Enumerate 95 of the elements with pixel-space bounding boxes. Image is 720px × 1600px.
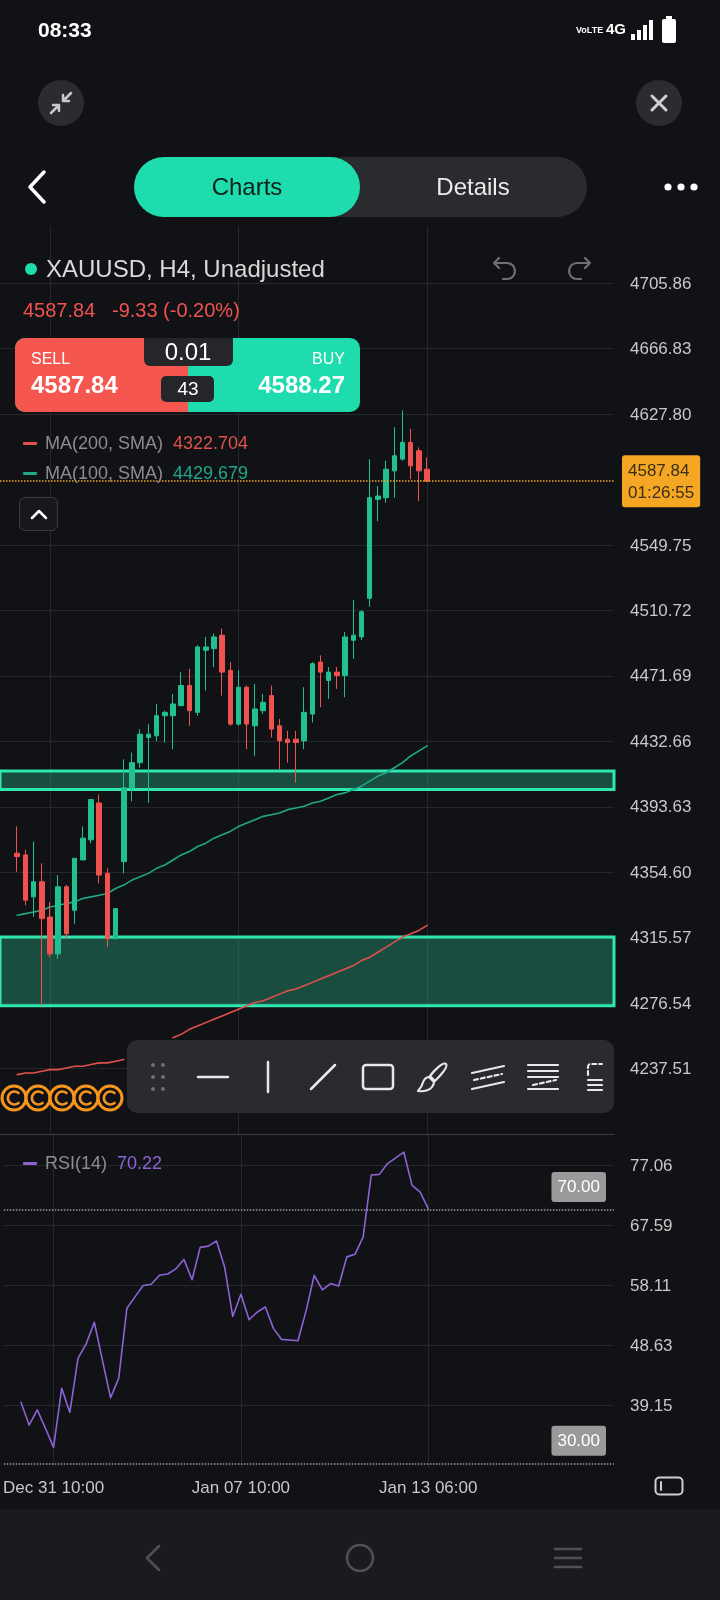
- y-tick-label: 4315.57: [630, 928, 692, 948]
- candlestick: [55, 874, 61, 960]
- candlestick: [113, 908, 118, 940]
- annotation: 70.22: [117, 1152, 163, 1174]
- text: 4G: [606, 20, 627, 38]
- legend-label: RSI(14): [45, 1152, 108, 1174]
- candlestick: [187, 668, 192, 727]
- text: Charts: [211, 173, 283, 201]
- y-tick-label: 4549.75: [630, 535, 692, 555]
- candlestick: [195, 644, 200, 717]
- candlestick: [39, 862, 45, 1007]
- text: 4587.84 -9.33 (-0.20%): [23, 299, 240, 321]
- candlestick: [96, 794, 102, 884]
- candlestick: [351, 599, 356, 660]
- y-tick-label: 48.63: [630, 1336, 673, 1356]
- text: VoLTE: [576, 25, 604, 35]
- annotation: 4587.84: [31, 371, 118, 398]
- candlestick: [80, 825, 86, 861]
- y-tick-label: 39.15: [630, 1396, 673, 1416]
- candlestick: [178, 671, 184, 707]
- candlestick: [129, 752, 135, 802]
- line-series: [16, 745, 428, 917]
- candlestick: [400, 409, 405, 462]
- ref-line-label: 70.00: [557, 1177, 600, 1197]
- x-tick-label: Jan 07 10:00: [191, 1478, 291, 1497]
- annotation: 43: [177, 378, 199, 400]
- candlestick: [170, 693, 176, 750]
- candlestick: [162, 710, 168, 744]
- candlestick: [392, 426, 397, 499]
- y-tick-label: 4627.80: [630, 404, 692, 424]
- candlestick: [293, 730, 299, 784]
- y-tick-label: 4705.86: [630, 273, 692, 293]
- candlestick: [219, 628, 225, 697]
- y-tick-label: 67.59: [630, 1215, 673, 1235]
- candlestick: [424, 456, 430, 482]
- candlestick: [154, 703, 159, 742]
- candlestick: [342, 631, 348, 698]
- y-tick-label: 4276.54: [630, 993, 692, 1013]
- candlestick: [416, 446, 422, 502]
- text: Details: [436, 173, 510, 201]
- candlestick: [146, 723, 151, 804]
- candlestick: [105, 867, 110, 948]
- legend-label: MA(200, SMA): [45, 432, 164, 454]
- x-tick-label: Jan 13 06:00: [379, 1478, 478, 1497]
- y-tick-label: 4237.51: [630, 1059, 692, 1079]
- candlestick: [228, 661, 233, 727]
- candlestick: [269, 685, 274, 739]
- y-tick-label: 77.06: [630, 1155, 673, 1175]
- candlestick: [277, 718, 282, 770]
- ref-line-label: 30.00: [557, 1431, 600, 1451]
- annotation: 4322.704: [173, 432, 249, 454]
- candlestick: [121, 758, 127, 874]
- candlestick: [203, 636, 209, 692]
- y-tick-label: 4354.60: [630, 862, 692, 882]
- y-tick-label: 4393.63: [630, 797, 692, 817]
- y-tick-label: 4471.69: [630, 666, 692, 686]
- candlestick: [236, 669, 241, 727]
- candlestick: [359, 609, 364, 641]
- candlestick: [326, 666, 331, 700]
- y-tick-label: 4666.83: [630, 339, 692, 359]
- candlestick: [252, 683, 258, 757]
- candlestick: [375, 485, 381, 522]
- annotation: BUY: [312, 350, 345, 368]
- candlestick: [47, 901, 53, 958]
- candlestick: [408, 428, 413, 480]
- candlestick: [23, 849, 28, 906]
- candlestick: [301, 686, 307, 750]
- candlestick: [285, 730, 290, 764]
- annotation: 4588.27: [258, 371, 345, 398]
- legend-label: MA(100, SMA): [45, 462, 164, 484]
- annotation: 0.01: [164, 338, 212, 365]
- candlestick: [244, 685, 249, 750]
- candlestick: [383, 460, 389, 504]
- candlestick: [137, 728, 143, 769]
- y-tick-label: 4432.66: [630, 731, 692, 751]
- candlestick: [367, 458, 372, 608]
- candlestick: [72, 857, 77, 925]
- y-tick-label: 58.11: [630, 1275, 672, 1295]
- text: 08:33: [38, 17, 92, 43]
- line-series: [20, 1151, 430, 1449]
- candlestick: [14, 825, 20, 873]
- candlestick: [260, 693, 266, 715]
- candlestick: [334, 666, 340, 690]
- candlestick: [310, 661, 315, 723]
- candlestick: [88, 799, 94, 844]
- candlestick: [318, 654, 323, 708]
- text: XAUUSD, H4, Unadjusted: [46, 254, 325, 282]
- x-tick-label: Dec 31 10:00: [2, 1478, 105, 1497]
- y-tick-label: 4510.72: [630, 601, 692, 621]
- candlestick: [31, 841, 36, 918]
- candlestick: [64, 884, 69, 940]
- annotation: 4429.679: [173, 462, 249, 484]
- candlestick: [211, 633, 217, 668]
- ref-line-label: 4587.84 01:26:55: [628, 460, 695, 502]
- annotation: SELL: [31, 350, 71, 368]
